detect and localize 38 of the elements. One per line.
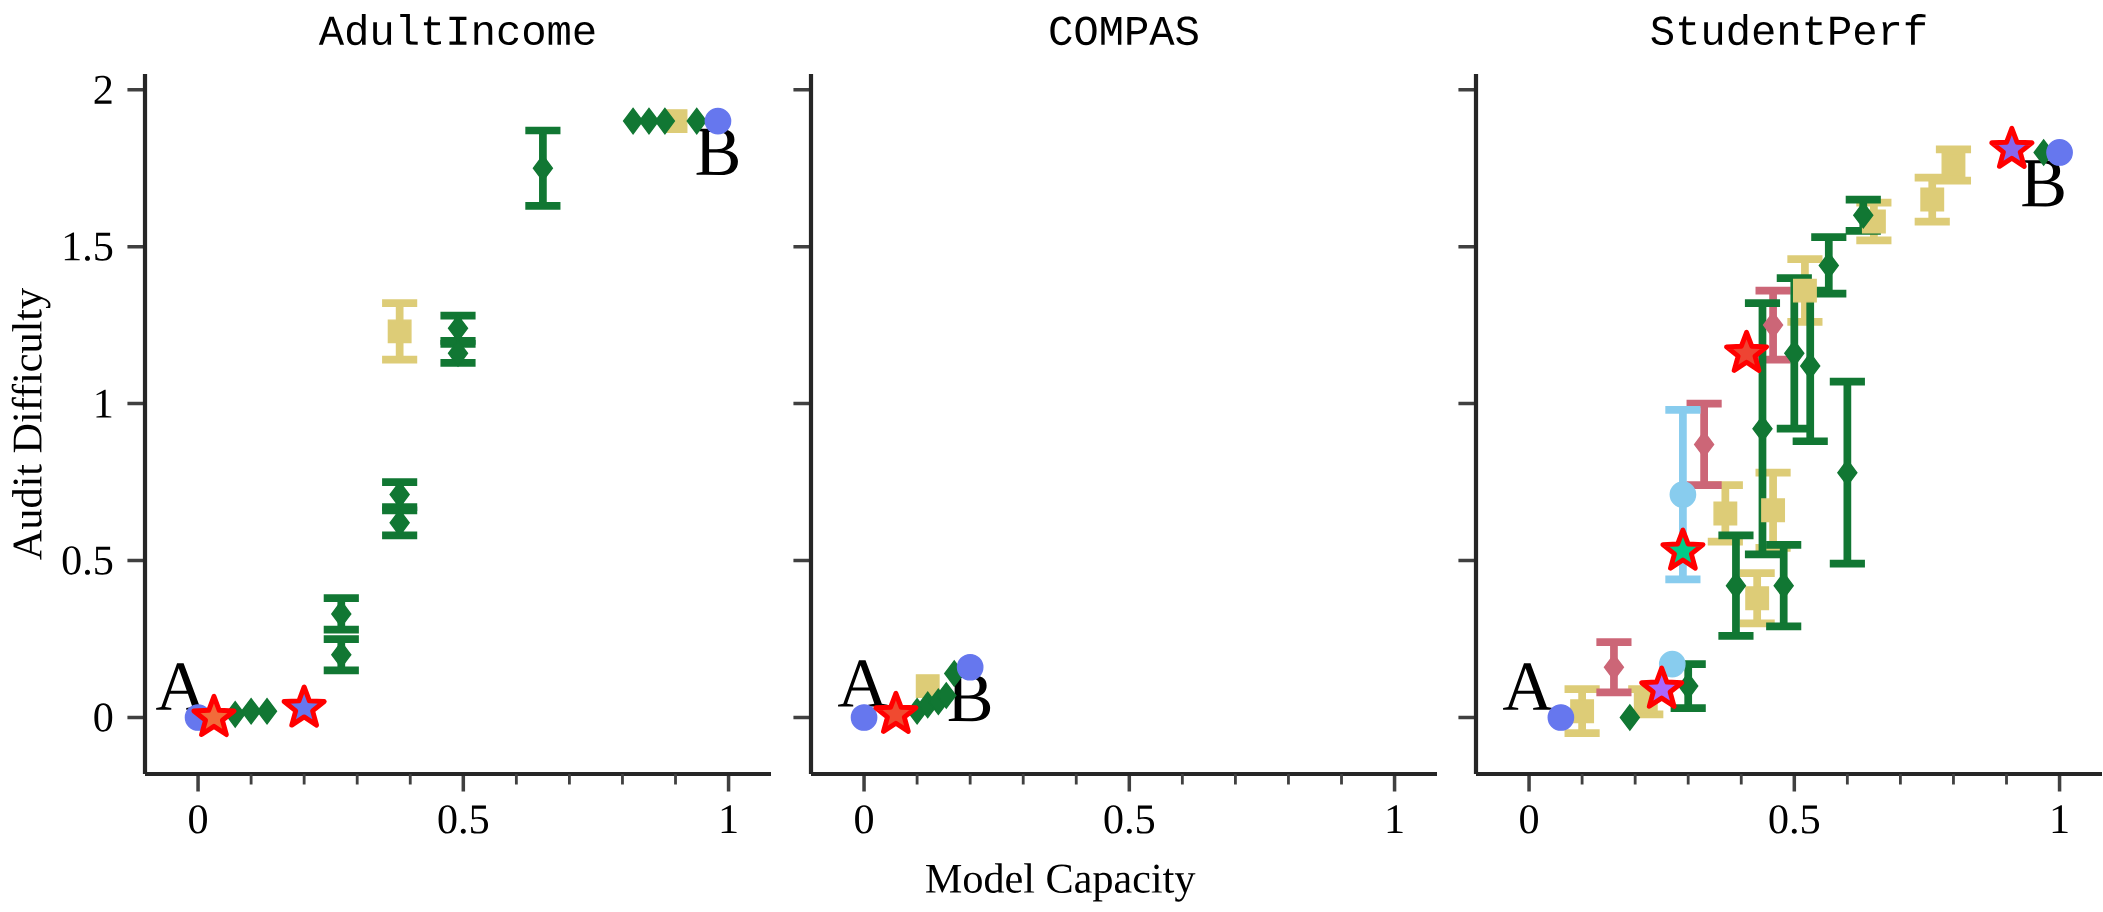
y-axis-title: Audit Difficulty xyxy=(11,288,51,560)
point xyxy=(1920,187,1945,212)
point xyxy=(1792,278,1817,303)
point xyxy=(654,107,676,135)
point xyxy=(1745,586,1770,611)
annotation: B xyxy=(2022,160,2064,207)
y-tick-label: 1 xyxy=(96,389,112,418)
point xyxy=(387,319,412,344)
point xyxy=(1669,481,1697,508)
y-tick-label: 1.5 xyxy=(64,232,113,261)
point xyxy=(622,107,644,135)
point xyxy=(1941,153,1966,177)
x-tick-label: 0.5 xyxy=(1104,805,1155,834)
point xyxy=(240,697,262,725)
x-tick-label: 1 xyxy=(721,805,737,833)
point xyxy=(638,107,660,135)
x-tick-label: 0 xyxy=(189,805,207,834)
y-tick-label: 2 xyxy=(94,75,112,104)
point xyxy=(1658,650,1686,678)
point xyxy=(1570,699,1595,724)
point xyxy=(1619,704,1641,731)
x-axis-title: Model Capacity xyxy=(926,863,1196,902)
chart-title: StudentPerf xyxy=(1651,14,1926,46)
point xyxy=(256,697,278,725)
x-tick-label: 0 xyxy=(855,805,873,834)
x-tick-label: 1 xyxy=(2052,805,2068,833)
annotation: A xyxy=(1503,663,1553,710)
x-tick-label: 0.5 xyxy=(1769,805,1820,834)
chart-title: AdultIncome xyxy=(318,14,595,46)
y-tick-label: 0.5 xyxy=(62,546,113,575)
chart-title: COMPAS xyxy=(1050,16,1198,46)
y-tick-label: 0 xyxy=(94,703,113,732)
annotation: A xyxy=(838,660,888,707)
x-tick-label: 1 xyxy=(1387,805,1403,833)
x-tick-label: 0.5 xyxy=(438,805,489,834)
x-tick-label: 0 xyxy=(1520,805,1538,834)
point xyxy=(1713,501,1738,526)
point xyxy=(1761,498,1786,523)
